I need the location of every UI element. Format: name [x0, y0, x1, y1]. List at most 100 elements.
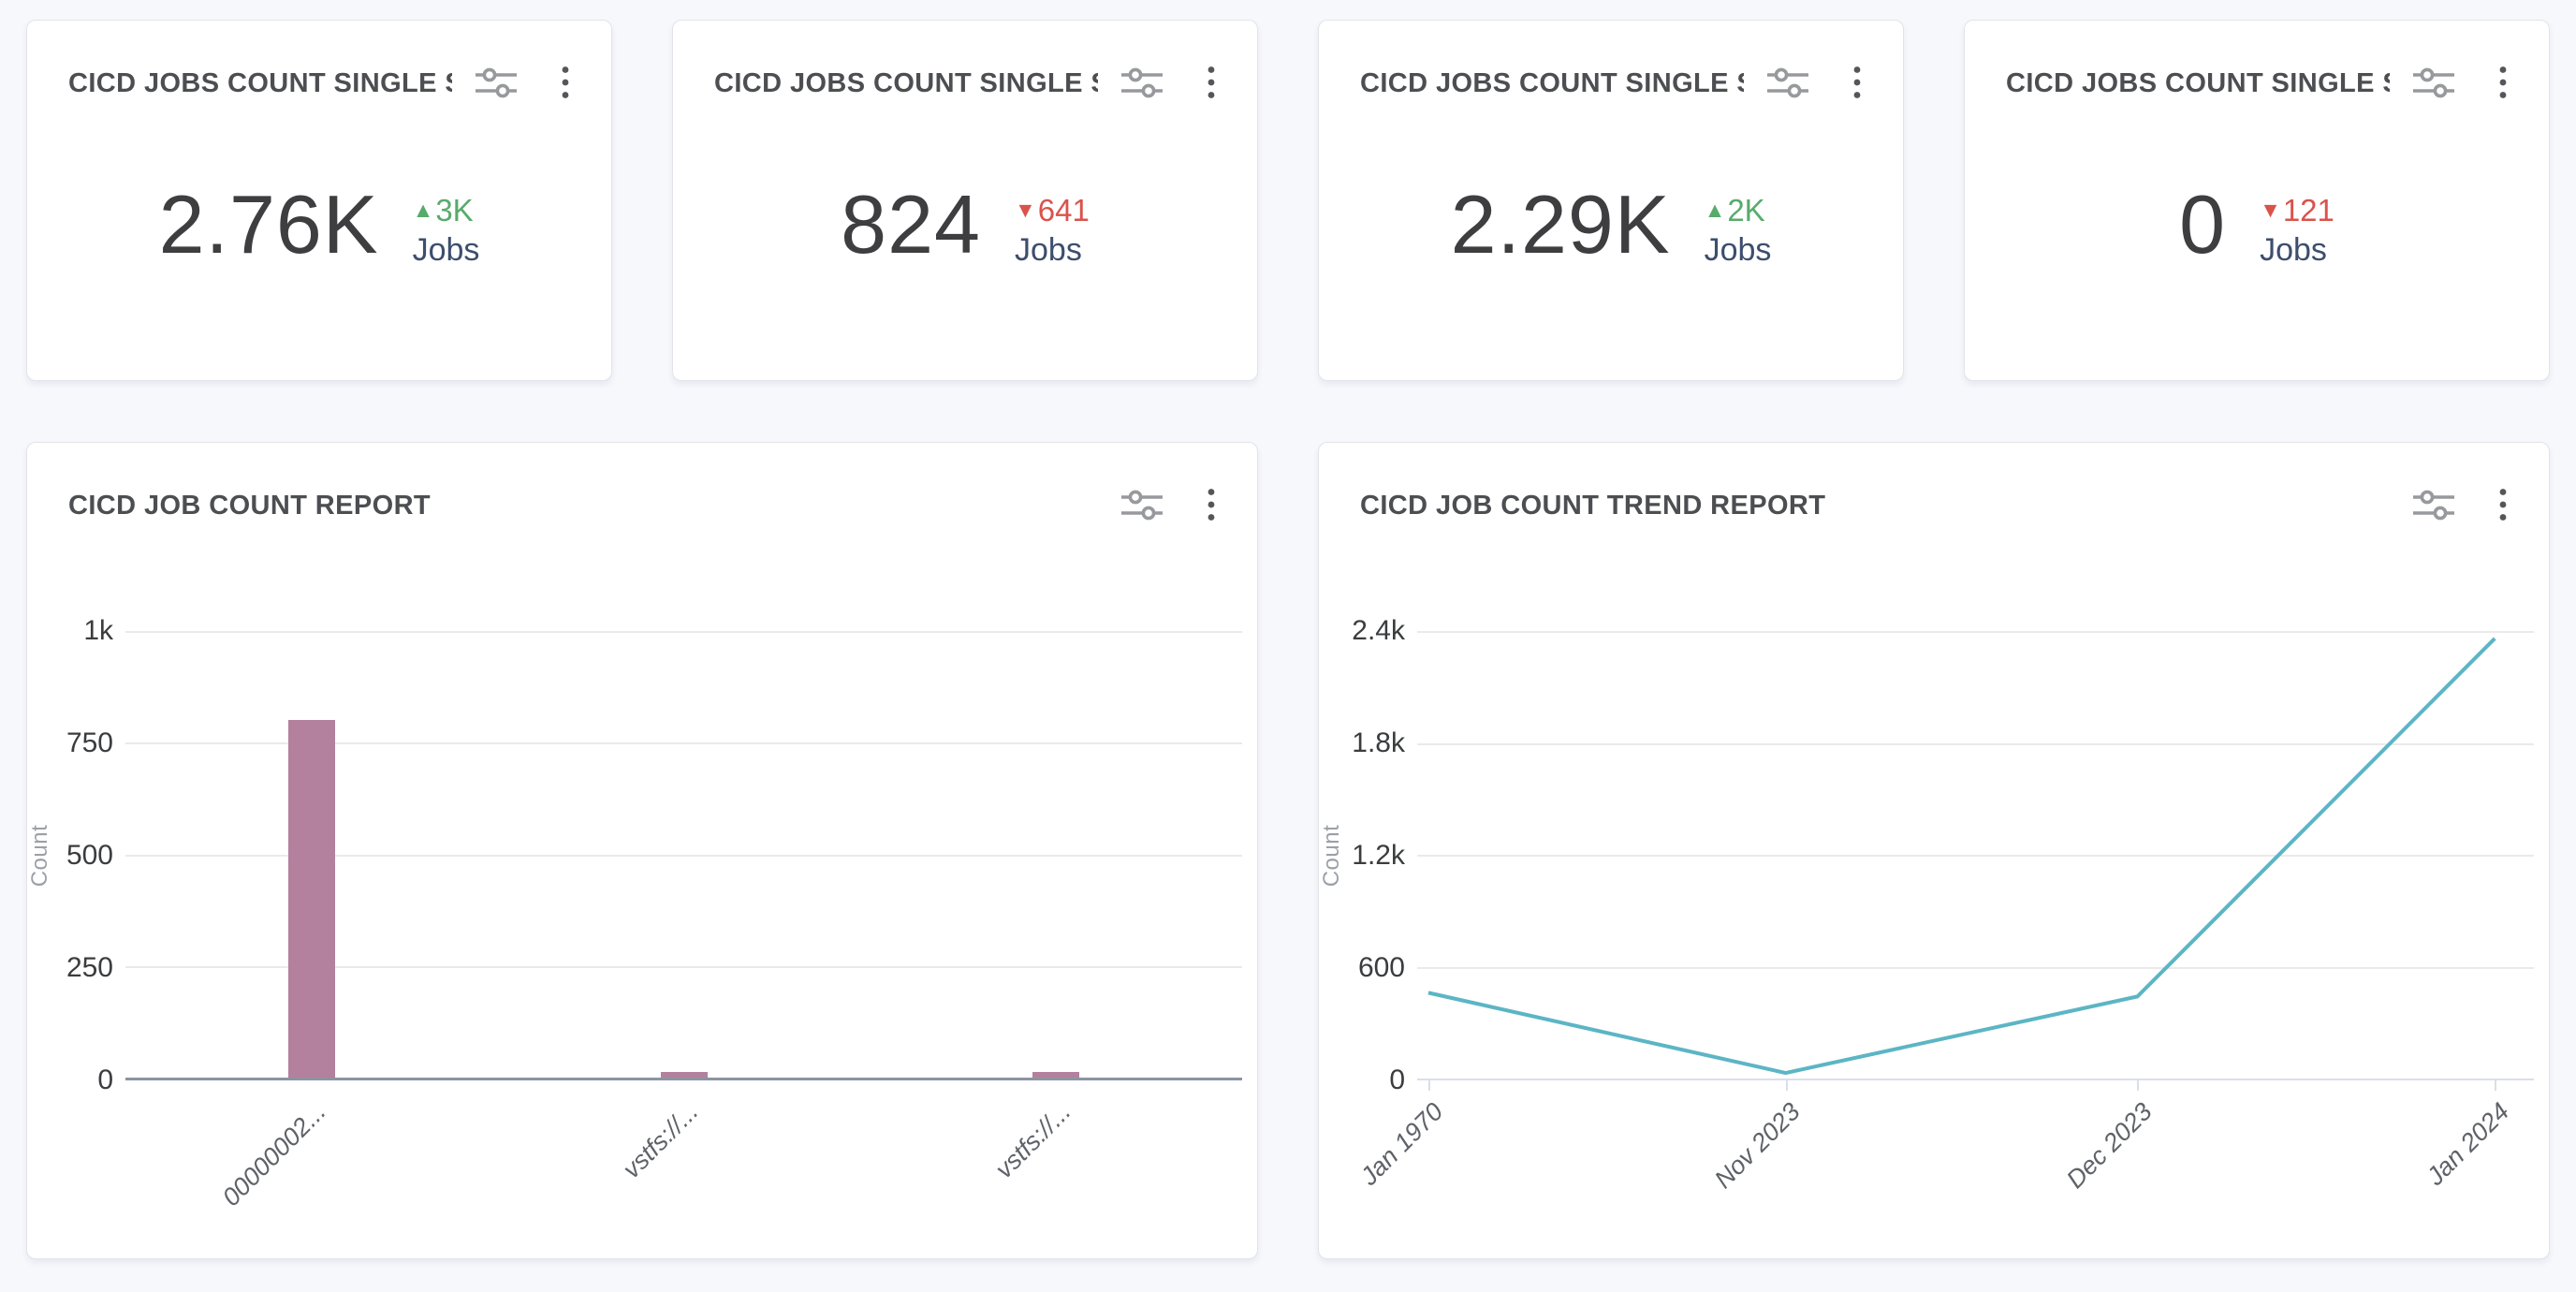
card-title: CICD JOBS COUNT SINGLE S...: [1360, 68, 1744, 98]
stat-side: ▼ 641 Jobs: [1015, 193, 1090, 269]
menu-button[interactable]: [1203, 62, 1220, 106]
stat-content: 0 ▼ 121 Jobs: [1965, 106, 2549, 380]
card-header: CICD JOB COUNT TREND REPORT: [1319, 443, 2549, 528]
delta-arrow-icon: ▼: [1015, 197, 1036, 222]
sliders-icon: [1120, 488, 1164, 524]
card-actions: [2390, 484, 2511, 528]
filter-button[interactable]: [1117, 62, 1167, 106]
stat-side: ▲ 3K Jobs: [413, 193, 480, 269]
line-chart: 2.4k 1.8k 1.2k 600 0 Count Jan 1970 Nov 2023 Dec…: [1319, 528, 2549, 1258]
card-title: CICD JOBS COUNT SINGLE S...: [2006, 68, 2390, 98]
x-axis: Jan 1970 Nov 2023 Dec 2023 Jan 2024: [1354, 1097, 2515, 1194]
card-title: CICD JOB COUNT REPORT: [68, 491, 432, 521]
stat-card-2: CICD JOBS COUNT SINGLE S... 824 ▼ 641 Job…: [672, 20, 1258, 381]
delta-arrow-icon: ▲: [412, 197, 434, 222]
gridline: [1417, 631, 2534, 633]
filter-button[interactable]: [1117, 484, 1167, 528]
stat-unit: Jobs: [1015, 232, 1082, 268]
gridline: [125, 631, 1242, 633]
bar-chart: 1k 750 500 250 0 Count 00000002... vstfs://... v…: [27, 528, 1257, 1258]
y-tick-label: 0: [1389, 1064, 1405, 1095]
stat-side: ▲ 2K Jobs: [1705, 193, 1772, 269]
y-tick-label: 1k: [83, 615, 113, 646]
chart-card-row: CICD JOB COUNT REPORT 1k 750 500 250 0 Count 0…: [26, 442, 2550, 1259]
trend-chart-card: CICD JOB COUNT TREND REPORT 2.4k 1.8k 1.2k…: [1318, 442, 2550, 1259]
card-header: CICD JOBS COUNT SINGLE S...: [1319, 21, 1903, 106]
stat-card-4: CICD JOBS COUNT SINGLE S... 0 ▼ 121 Jobs: [1964, 20, 2550, 381]
filter-button[interactable]: [2408, 62, 2459, 106]
filter-button[interactable]: [471, 62, 521, 106]
card-title: CICD JOB COUNT TREND REPORT: [1360, 491, 1826, 521]
y-tick-label: 600: [1357, 952, 1405, 983]
card-title: CICD JOBS COUNT SINGLE S...: [68, 68, 452, 98]
bar: [1032, 1072, 1080, 1078]
card-header: CICD JOBS COUNT SINGLE S...: [27, 21, 611, 106]
y-axis-title: Count: [27, 824, 52, 888]
sliders-icon: [475, 66, 518, 102]
stat-unit: Jobs: [1704, 232, 1772, 268]
dashboard: CICD JOBS COUNT SINGLE S... 2.76K ▲ 3K Jo…: [26, 20, 2550, 1259]
delta-badge: ▲ 2K: [1705, 193, 1765, 228]
kebab-menu-icon: [2498, 66, 2508, 102]
delta-value: 3K: [435, 193, 474, 228]
gridline: [125, 965, 1242, 968]
card-actions: [452, 62, 574, 106]
card-header: CICD JOBS COUNT SINGLE S...: [1965, 21, 2549, 106]
y-axis: 1k 750 500 250 0 Count: [27, 615, 113, 1095]
card-actions: [1098, 62, 1220, 106]
kebab-menu-icon: [1207, 488, 1216, 524]
card-actions: [1744, 62, 1866, 106]
gridline: [1417, 855, 2534, 857]
trend-line: [1417, 631, 2534, 1079]
delta-arrow-icon: ▲: [1704, 197, 1726, 222]
stat-value: 2.76K: [158, 177, 379, 271]
stat-content: 2.76K ▲ 3K Jobs: [27, 106, 611, 380]
stat-unit: Jobs: [2260, 232, 2327, 268]
y-tick-label: 1.8k: [1352, 727, 1405, 758]
menu-button[interactable]: [1203, 484, 1220, 528]
gridline: [1417, 742, 2534, 745]
stat-card-1: CICD JOBS COUNT SINGLE S... 2.76K ▲ 3K Jo…: [26, 20, 612, 381]
card-header: CICD JOB COUNT REPORT: [27, 443, 1257, 528]
bar: [660, 1072, 708, 1078]
bar: [287, 720, 335, 1078]
sliders-icon: [2412, 66, 2455, 102]
stat-value: 2.29K: [1450, 177, 1671, 271]
menu-button[interactable]: [557, 62, 574, 106]
y-tick-label: 2.4k: [1352, 615, 1405, 646]
x-tick-mark: [1785, 1079, 1788, 1091]
y-axis: 2.4k 1.8k 1.2k 600 0 Count: [1319, 615, 1405, 1095]
card-title: CICD JOBS COUNT SINGLE S...: [714, 68, 1098, 98]
y-tick-label: 500: [66, 840, 113, 871]
sliders-icon: [1120, 66, 1164, 102]
sliders-icon: [1766, 66, 1809, 102]
delta-value: 2K: [1727, 193, 1765, 228]
x-tick-mark: [1427, 1079, 1430, 1091]
gridline: [1417, 966, 2534, 969]
delta-badge: ▼ 121: [2260, 193, 2334, 228]
stat-value: 824: [841, 177, 981, 271]
y-tick-label: 1.2k: [1352, 840, 1405, 871]
menu-button[interactable]: [2495, 484, 2511, 528]
card-header: CICD JOBS COUNT SINGLE S...: [673, 21, 1257, 106]
x-tick-mark: [2137, 1079, 2140, 1091]
delta-value: 641: [1037, 193, 1090, 228]
kebab-menu-icon: [1207, 66, 1216, 102]
x-axis: 00000002... vstfs://... vstfs://...: [216, 1097, 1076, 1212]
gridline: [125, 854, 1242, 857]
y-axis-title: Count: [1319, 824, 1344, 888]
plot-area: [1417, 631, 2534, 1091]
filter-button[interactable]: [2408, 484, 2459, 528]
delta-badge: ▼ 641: [1015, 193, 1090, 228]
menu-button[interactable]: [2495, 62, 2511, 106]
card-actions: [2390, 62, 2511, 106]
plot-area: [125, 631, 1242, 1080]
bar-chart-card: CICD JOB COUNT REPORT 1k 750 500 250 0 Count 0…: [26, 442, 1258, 1259]
stat-card-row: CICD JOBS COUNT SINGLE S... 2.76K ▲ 3K Jo…: [26, 20, 2550, 381]
delta-value: 121: [2282, 193, 2334, 228]
stat-card-3: CICD JOBS COUNT SINGLE S... 2.29K ▲ 2K Jo…: [1318, 20, 1904, 381]
delta-badge: ▲ 3K: [413, 193, 474, 228]
filter-button[interactable]: [1763, 62, 1813, 106]
menu-button[interactable]: [1849, 62, 1866, 106]
kebab-menu-icon: [2498, 488, 2508, 524]
